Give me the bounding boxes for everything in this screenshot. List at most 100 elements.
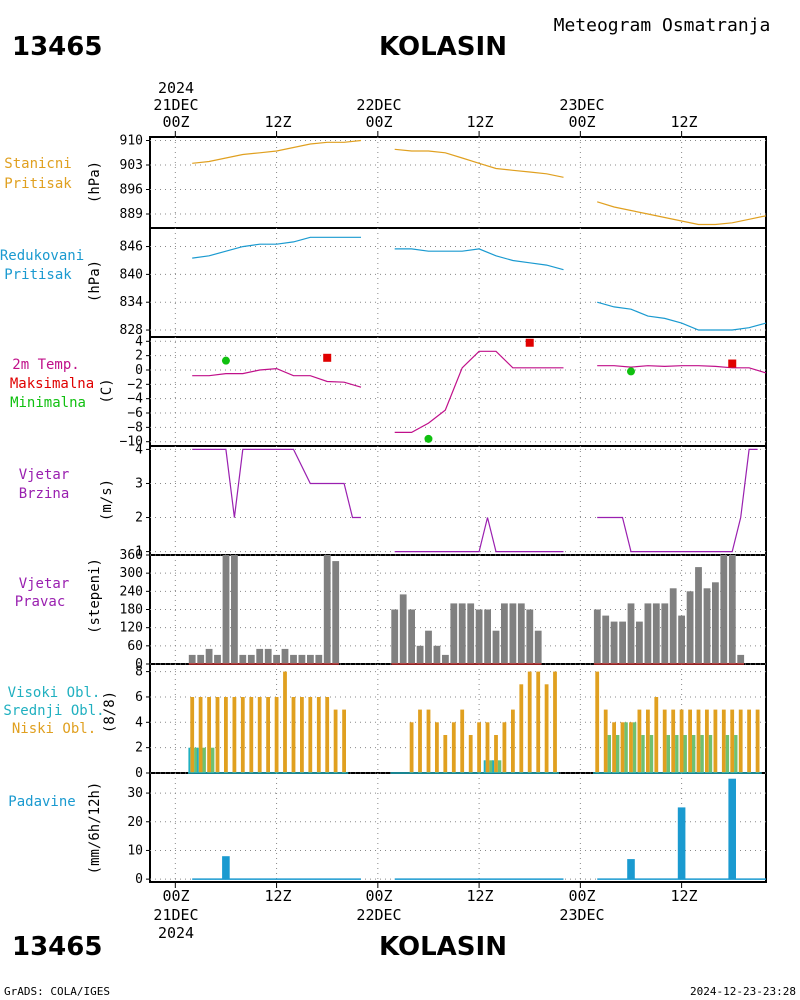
station-id-bottom: 13465 xyxy=(12,932,102,962)
panel3-title-line3: Minimalna xyxy=(10,395,86,411)
panel4-title-line2: Brzina xyxy=(19,486,70,502)
p5-tick-label-6: 0 xyxy=(135,657,143,672)
station-pressure-line-0 xyxy=(192,139,362,164)
p5-tick-label-2: 240 xyxy=(120,584,143,599)
bottom-day-label-1: 21DEC xyxy=(153,906,198,924)
p3-tick-label-2: 0 xyxy=(135,363,143,378)
p2-tick-label-3: 828 xyxy=(120,323,143,338)
cloud-low-bar-2-19 xyxy=(755,709,760,773)
wind-direction-bar-2-17 xyxy=(737,654,745,664)
cloud-low-bar-1-3 xyxy=(435,722,439,773)
p3-tick-label-3: −2 xyxy=(127,377,143,392)
wind-direction-bar-0-4 xyxy=(222,555,230,664)
temp-max-marker-1 xyxy=(525,338,534,347)
panel4-title-line1: Vjetar xyxy=(19,467,70,483)
temp-min-marker-0 xyxy=(221,356,230,365)
wind-direction-bar-1-3 xyxy=(416,645,424,664)
cloud-high-bar-0-0 xyxy=(188,747,191,773)
wind-direction-bar-2-14 xyxy=(712,582,719,665)
cloud-low-bar-0-17 xyxy=(333,709,338,773)
station-name-bottom: KOLASIN xyxy=(379,932,507,962)
cloud-low-bar-2-4 xyxy=(629,722,633,773)
cloud-low-bar-1-7 xyxy=(468,735,473,773)
wind-direction-bar-2-13 xyxy=(703,588,711,664)
p7-tick-label-3: 0 xyxy=(135,872,143,887)
temperature-line-1 xyxy=(394,350,564,433)
cloud-mid-bar-2-3 xyxy=(632,722,637,773)
temperature-line-0 xyxy=(192,367,362,388)
bottom-day-label-2: 22DEC xyxy=(356,906,401,924)
cloud-low-bar-2-7 xyxy=(654,697,659,773)
panel5-title-line1: Vjetar xyxy=(19,576,70,592)
p5-tick-label-1: 300 xyxy=(120,566,143,581)
wind-direction-bar-2-3 xyxy=(619,621,626,664)
panel3-unit: (C) xyxy=(99,378,115,403)
cloud-low-bar-2-6 xyxy=(646,709,650,773)
wind-direction-bar-1-2 xyxy=(408,609,415,664)
wind-direction-bar-0-3 xyxy=(214,654,221,664)
wind-direction-bar-1-9 xyxy=(467,603,475,664)
p7-tick-label-1: 20 xyxy=(127,815,143,830)
p2-tick-label-0: 846 xyxy=(120,240,143,255)
wind-direction-bar-1-11 xyxy=(484,609,491,664)
cloud-mid-bar-2-5 xyxy=(649,735,654,773)
panel1-title-line1: Stanicni xyxy=(4,156,71,172)
cloud-mid-bar-2-8 xyxy=(683,735,687,773)
cloud-mid-bar-0-1 xyxy=(202,747,206,773)
wind-direction-bar-0-11 xyxy=(281,648,289,664)
panel6-title-line1: Visoki Obl. xyxy=(8,685,101,701)
cloud-mid-bar-2-1 xyxy=(616,735,620,773)
cloud-mid-bar-2-9 xyxy=(692,735,696,773)
cloud-low-bar-1-13 xyxy=(519,684,524,773)
cloud-low-bar-0-18 xyxy=(342,709,346,773)
wind-direction-bar-2-11 xyxy=(686,591,694,664)
temp-max-marker-2 xyxy=(728,359,737,368)
cloud-low-bar-0-8 xyxy=(257,697,262,773)
cloud-mid-bar-2-7 xyxy=(675,735,679,773)
cloud-low-bar-0-0 xyxy=(190,697,195,773)
cloud-low-bar-0-6 xyxy=(240,697,245,773)
cloud-low-bar-1-6 xyxy=(460,709,465,773)
p7-tick-label-2: 10 xyxy=(127,843,143,858)
footer-timestamp: 2024-12-23-23:28 xyxy=(690,985,796,998)
panel7-unit: (mm/6h/12h) xyxy=(87,782,103,875)
bottom-hour-label-5: 00Z xyxy=(568,887,595,905)
panel5-unit: (stepeni) xyxy=(87,558,103,634)
p6-tick-label-4: 0 xyxy=(135,766,143,781)
p3-tick-label-4: −4 xyxy=(127,392,143,407)
wind-direction-bar-0-14 xyxy=(307,654,314,664)
top-hour-label-4: 12Z xyxy=(466,113,493,131)
cloud-low-bar-0-1 xyxy=(198,697,203,773)
wind-direction-bar-0-8 xyxy=(256,648,264,664)
top-hour-label-5: 00Z xyxy=(568,113,595,131)
wind-direction-bar-1-14 xyxy=(509,603,517,664)
cloud-low-bar-2-8 xyxy=(662,709,667,773)
cloud-low-bar-1-9 xyxy=(485,722,490,773)
cloud-low-bar-2-13 xyxy=(705,709,709,773)
p1-tick-label-0: 910 xyxy=(120,134,143,149)
p3-frame xyxy=(149,336,767,447)
wind-speed-line-1 xyxy=(394,517,564,553)
cloud-low-bar-1-1 xyxy=(418,709,422,773)
wind-direction-bar-0-0 xyxy=(188,654,196,664)
station-id-top: 13465 xyxy=(12,32,102,62)
wind-direction-bar-1-16 xyxy=(526,609,534,664)
cloud-low-bar-2-3 xyxy=(620,722,625,773)
wind-direction-bar-2-9 xyxy=(669,588,677,664)
cloud-low-bar-1-16 xyxy=(544,684,549,773)
cloud-low-bar-0-16 xyxy=(325,697,330,773)
cloud-low-bar-2-11 xyxy=(688,709,692,773)
wind-direction-bar-2-10 xyxy=(678,615,685,664)
cloud-low-bar-0-14 xyxy=(308,697,313,773)
top-hour-label-3: 00Z xyxy=(365,113,392,131)
cloud-mid-bar-2-4 xyxy=(641,735,645,773)
wind-direction-bar-0-12 xyxy=(290,654,297,664)
temp-min-marker-2 xyxy=(626,367,635,376)
bottom-hour-label-3: 00Z xyxy=(365,887,392,905)
top-hour-label-2: 12Z xyxy=(264,113,291,131)
panel7-title-line1: Padavine xyxy=(8,794,75,810)
cloud-low-bar-1-15 xyxy=(536,671,541,773)
panel2-title-line1: Redukovani xyxy=(0,248,84,264)
p2-tick-label-1: 840 xyxy=(120,267,143,282)
cloud-high-bar-1-0 xyxy=(483,760,486,773)
